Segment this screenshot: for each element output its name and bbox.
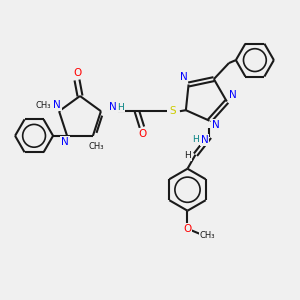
Text: N: N [201,135,208,145]
Text: N: N [180,73,188,82]
Text: N: N [109,102,117,112]
Text: N: N [229,89,237,100]
Text: H: H [184,151,191,160]
Text: CH₃: CH₃ [35,101,51,110]
Text: N: N [212,120,219,130]
Text: N: N [61,137,69,147]
Text: N: N [53,100,61,110]
Text: O: O [183,224,192,234]
Text: O: O [73,68,81,78]
Text: O: O [139,129,147,139]
Text: CH₃: CH₃ [200,231,215,240]
Text: CH₃: CH₃ [88,142,104,151]
Text: S: S [169,106,176,116]
Text: H: H [118,103,124,112]
Text: H: H [192,135,199,144]
